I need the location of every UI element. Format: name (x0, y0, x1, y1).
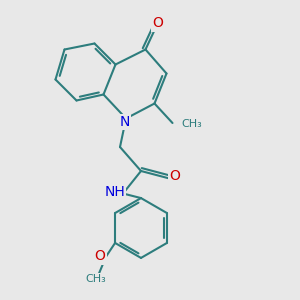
Text: NH: NH (104, 185, 125, 199)
Text: O: O (152, 16, 163, 30)
Text: O: O (94, 250, 106, 263)
Text: N: N (119, 115, 130, 129)
Text: O: O (169, 169, 180, 182)
Text: CH₃: CH₃ (85, 274, 106, 284)
Text: CH₃: CH₃ (181, 119, 202, 130)
